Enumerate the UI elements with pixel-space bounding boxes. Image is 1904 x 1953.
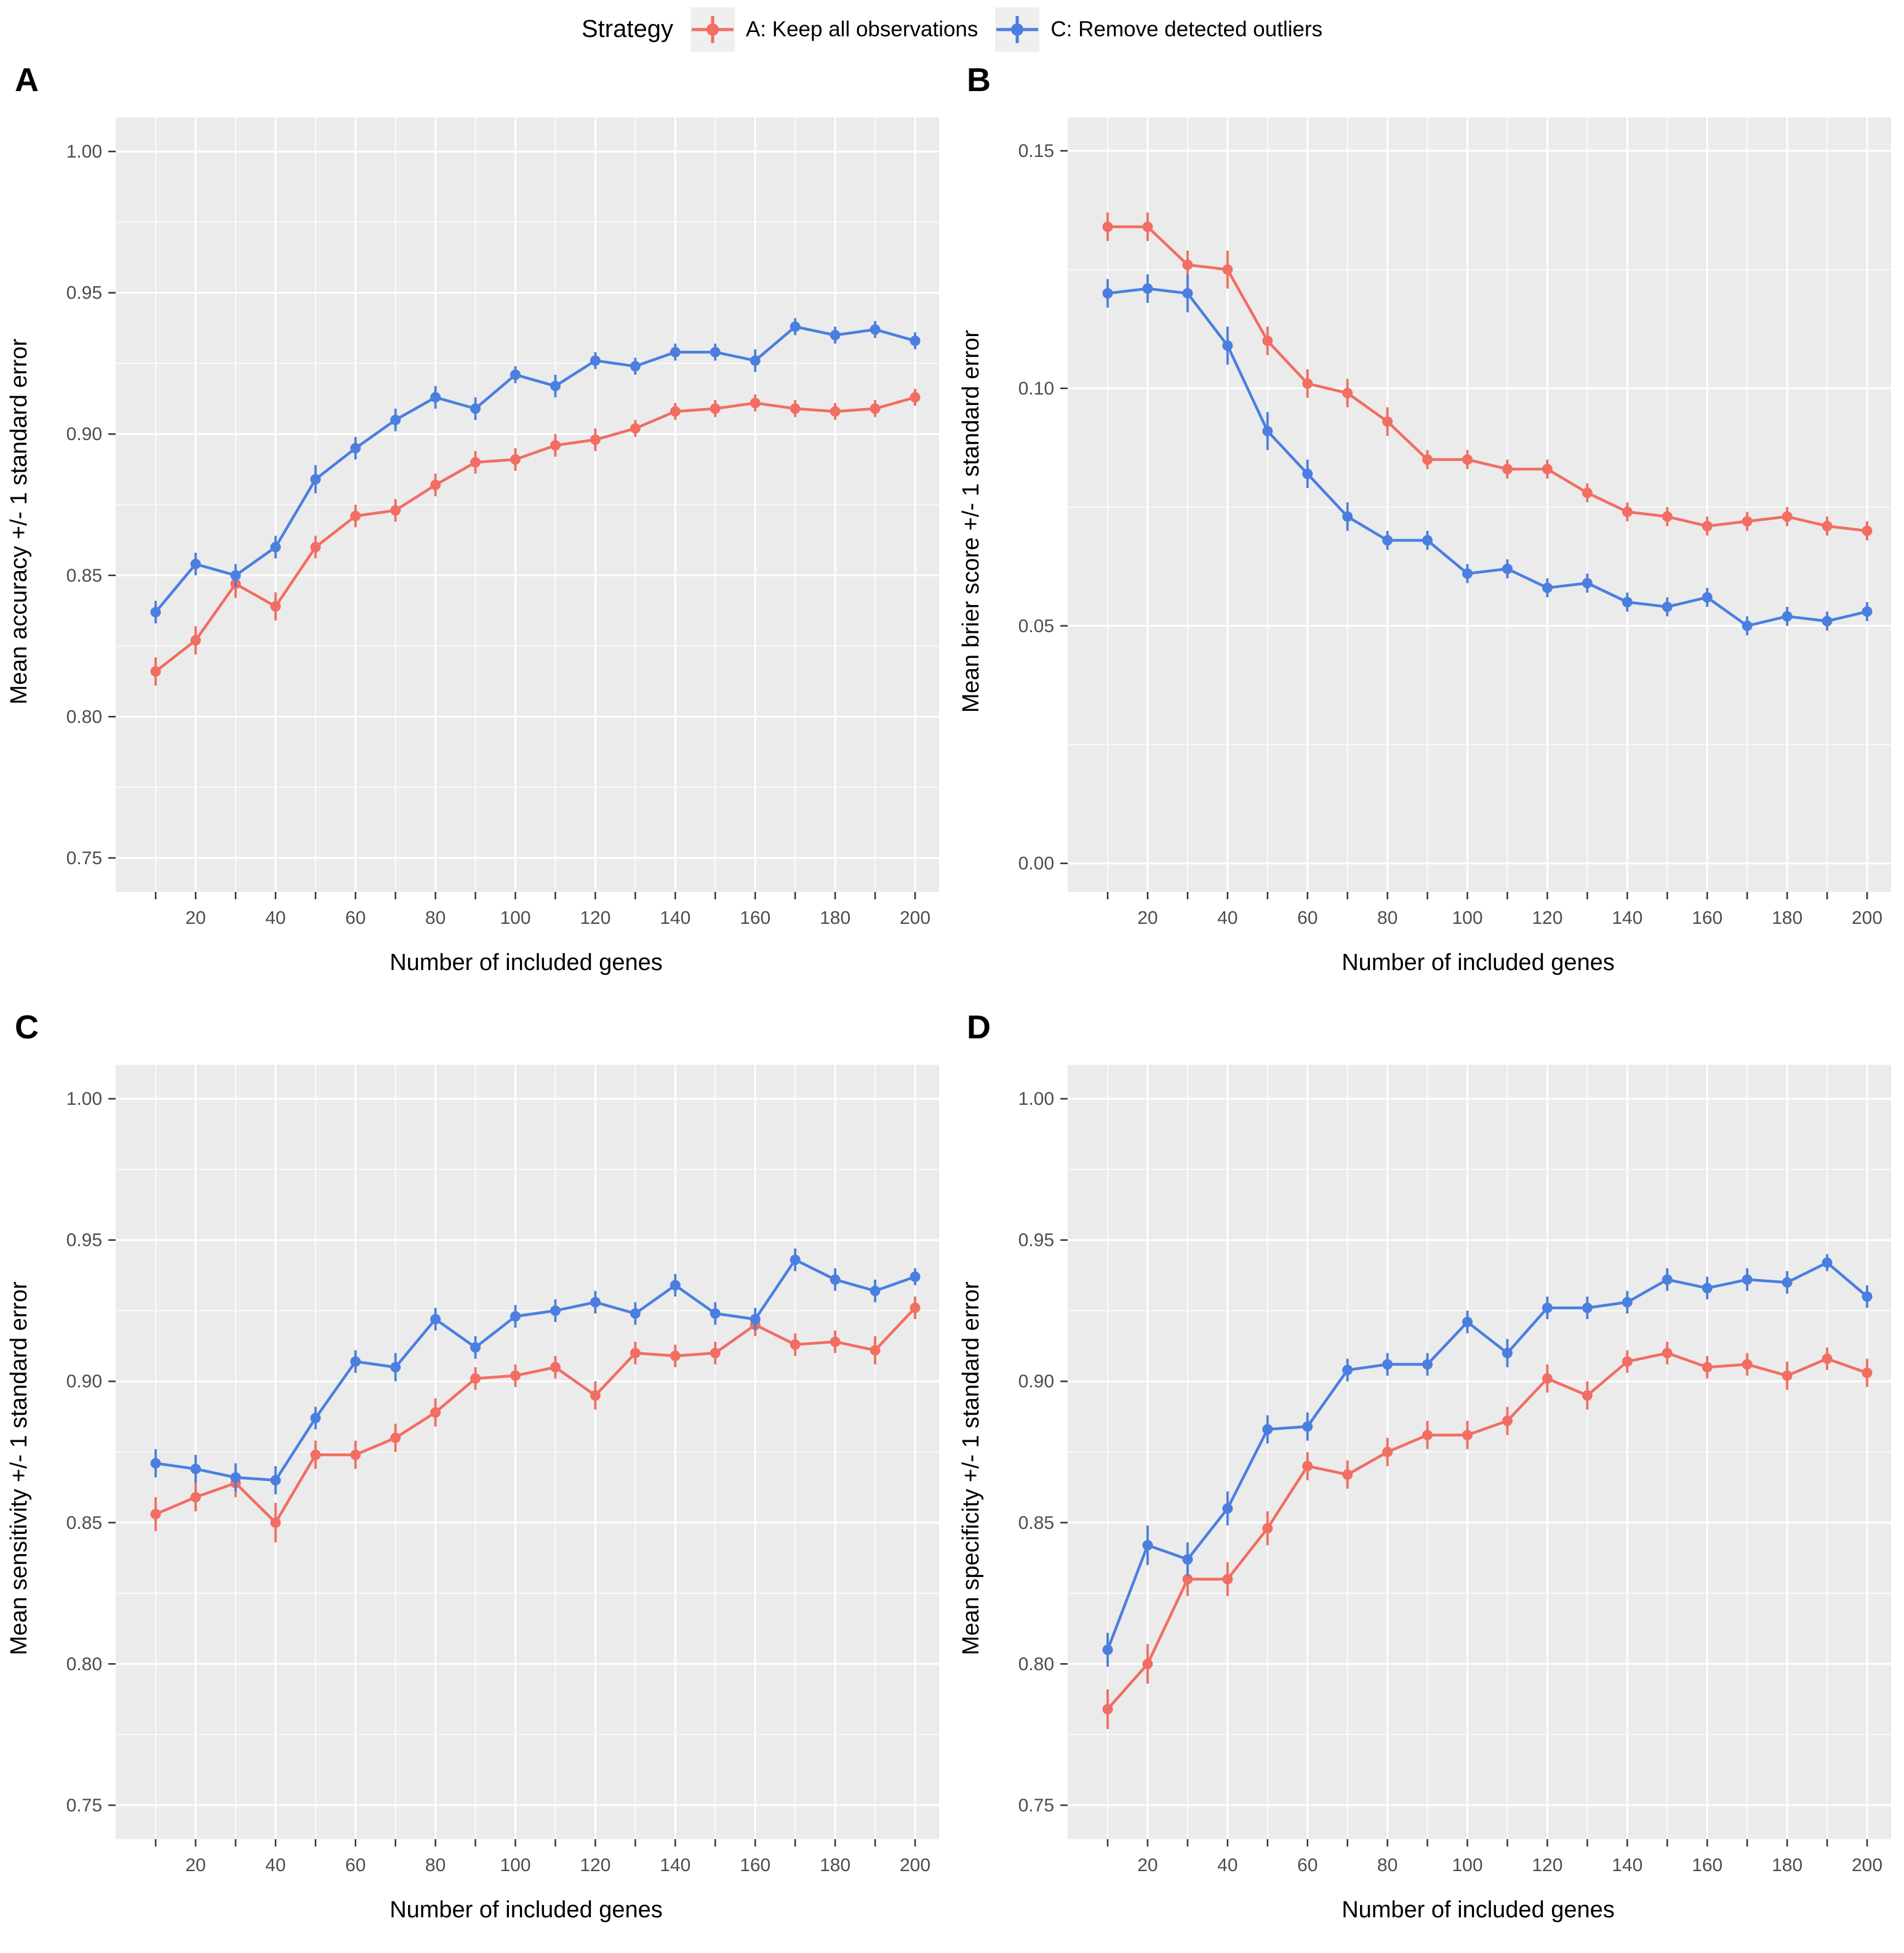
svg-text:120: 120 bbox=[1532, 1855, 1562, 1875]
svg-text:0.75: 0.75 bbox=[66, 1795, 102, 1816]
svg-text:140: 140 bbox=[1612, 908, 1642, 928]
svg-text:0.90: 0.90 bbox=[66, 424, 102, 444]
svg-text:20: 20 bbox=[185, 908, 206, 928]
svg-text:0.85: 0.85 bbox=[66, 1513, 102, 1533]
svg-text:0.90: 0.90 bbox=[1018, 1371, 1054, 1392]
svg-text:100: 100 bbox=[1452, 1855, 1482, 1875]
svg-text:0.75: 0.75 bbox=[1018, 1795, 1054, 1816]
svg-text:160: 160 bbox=[1692, 1855, 1722, 1875]
svg-text:180: 180 bbox=[1772, 1855, 1802, 1875]
svg-text:0.80: 0.80 bbox=[1018, 1654, 1054, 1674]
y-axis-title: Mean sensitivity +/- 1 standard error bbox=[6, 1281, 32, 1656]
svg-text:80: 80 bbox=[425, 1855, 446, 1875]
panel-d-plot: 20 40 60 80 100 120 140 160 180 200 0.75 0.80 0.85 0.… bbox=[1018, 1065, 1891, 1875]
panel-d: D Mean specificity +/- 1 standard error … bbox=[952, 1006, 1904, 1953]
svg-text:0.05: 0.05 bbox=[1018, 616, 1054, 636]
svg-text:200: 200 bbox=[900, 908, 930, 928]
svg-text:100: 100 bbox=[1452, 908, 1482, 928]
svg-text:0.15: 0.15 bbox=[1018, 141, 1054, 161]
x-axis-title: Number of included genes bbox=[1342, 950, 1615, 976]
panel-c-plot: 20 40 60 80 100 120 140 160 180 200 0.75 0.80 0.85 0.… bbox=[66, 1065, 939, 1875]
svg-text:0.95: 0.95 bbox=[1018, 1230, 1054, 1251]
svg-text:20: 20 bbox=[1137, 1855, 1158, 1875]
svg-text:1.00: 1.00 bbox=[66, 142, 102, 162]
svg-text:40: 40 bbox=[1217, 908, 1238, 928]
panel-letter-d: D bbox=[967, 1009, 991, 1046]
svg-text:180: 180 bbox=[820, 908, 850, 928]
svg-text:120: 120 bbox=[580, 1855, 610, 1875]
svg-text:180: 180 bbox=[820, 1855, 850, 1875]
svg-text:100: 100 bbox=[500, 908, 530, 928]
svg-text:200: 200 bbox=[900, 1855, 930, 1875]
svg-text:60: 60 bbox=[345, 1855, 366, 1875]
svg-text:140: 140 bbox=[660, 908, 690, 928]
point-errorbar-icon bbox=[690, 7, 735, 52]
x-axis-title: Number of included genes bbox=[1342, 1897, 1615, 1923]
y-axis-title: Mean specificity +/- 1 standard error bbox=[958, 1281, 984, 1656]
legend-item-keep-all: A: Keep all observations bbox=[690, 7, 978, 52]
legend-label: C: Remove detected outliers bbox=[1050, 17, 1323, 41]
y-axis-title: Mean accuracy +/- 1 standard error bbox=[6, 338, 32, 705]
svg-text:180: 180 bbox=[1772, 908, 1802, 928]
panel-a: A Mean accuracy +/- 1 standard error 20 4… bbox=[0, 58, 952, 1006]
svg-text:160: 160 bbox=[740, 908, 770, 928]
svg-text:140: 140 bbox=[1612, 1855, 1642, 1875]
svg-text:0.00: 0.00 bbox=[1018, 854, 1054, 874]
panel-a-plot: 20 40 60 80 100 120 140 160 180 200 0.75 0.80 0.85 0.… bbox=[66, 118, 939, 928]
svg-text:0.10: 0.10 bbox=[1018, 379, 1054, 399]
legend-label: A: Keep all observations bbox=[745, 17, 978, 41]
svg-text:80: 80 bbox=[1377, 908, 1398, 928]
y-axis-title: Mean brier score +/- 1 standard error bbox=[958, 330, 984, 713]
svg-text:0.95: 0.95 bbox=[66, 283, 102, 303]
svg-text:0.80: 0.80 bbox=[66, 1654, 102, 1674]
svg-text:200: 200 bbox=[1852, 908, 1882, 928]
svg-text:0.85: 0.85 bbox=[66, 566, 102, 586]
svg-text:80: 80 bbox=[1377, 1855, 1398, 1875]
svg-text:20: 20 bbox=[185, 1855, 206, 1875]
svg-text:0.85: 0.85 bbox=[1018, 1513, 1054, 1533]
svg-text:1.00: 1.00 bbox=[1018, 1089, 1054, 1109]
svg-text:100: 100 bbox=[500, 1855, 530, 1875]
panel-b-plot: 20 40 60 80 100 120 140 160 180 200 0.00 0.05 0.10 0.… bbox=[1018, 118, 1891, 928]
x-axis-title: Number of included genes bbox=[390, 950, 663, 976]
svg-text:200: 200 bbox=[1852, 1855, 1882, 1875]
svg-text:0.90: 0.90 bbox=[66, 1371, 102, 1392]
svg-text:40: 40 bbox=[265, 908, 286, 928]
panel-letter-b: B bbox=[967, 62, 991, 98]
svg-text:120: 120 bbox=[580, 908, 610, 928]
panel-c: C Mean sensitivity +/- 1 standard error … bbox=[0, 1006, 952, 1953]
svg-text:40: 40 bbox=[265, 1855, 286, 1875]
svg-text:20: 20 bbox=[1137, 908, 1158, 928]
svg-text:160: 160 bbox=[740, 1855, 770, 1875]
svg-text:120: 120 bbox=[1532, 908, 1562, 928]
legend: Strategy A: Keep all observations C: Rem… bbox=[0, 0, 1904, 58]
svg-text:60: 60 bbox=[1297, 908, 1318, 928]
panel-grid: A Mean accuracy +/- 1 standard error 20 4… bbox=[0, 58, 1904, 1953]
svg-text:0.75: 0.75 bbox=[66, 848, 102, 868]
svg-text:60: 60 bbox=[345, 908, 366, 928]
svg-text:80: 80 bbox=[425, 908, 446, 928]
panel-letter-c: C bbox=[15, 1009, 39, 1046]
point-errorbar-icon bbox=[995, 7, 1040, 52]
svg-text:0.80: 0.80 bbox=[66, 707, 102, 727]
x-axis-title: Number of included genes bbox=[390, 1897, 663, 1923]
svg-text:160: 160 bbox=[1692, 908, 1722, 928]
svg-text:1.00: 1.00 bbox=[66, 1089, 102, 1109]
svg-text:60: 60 bbox=[1297, 1855, 1318, 1875]
svg-text:140: 140 bbox=[660, 1855, 690, 1875]
svg-text:0.95: 0.95 bbox=[66, 1230, 102, 1251]
panel-letter-a: A bbox=[15, 62, 39, 98]
legend-title: Strategy bbox=[581, 15, 673, 42]
panel-b: B Mean brier score +/- 1 standard error … bbox=[952, 58, 1904, 1006]
svg-text:40: 40 bbox=[1217, 1855, 1238, 1875]
legend-item-remove-outliers: C: Remove detected outliers bbox=[995, 7, 1322, 52]
